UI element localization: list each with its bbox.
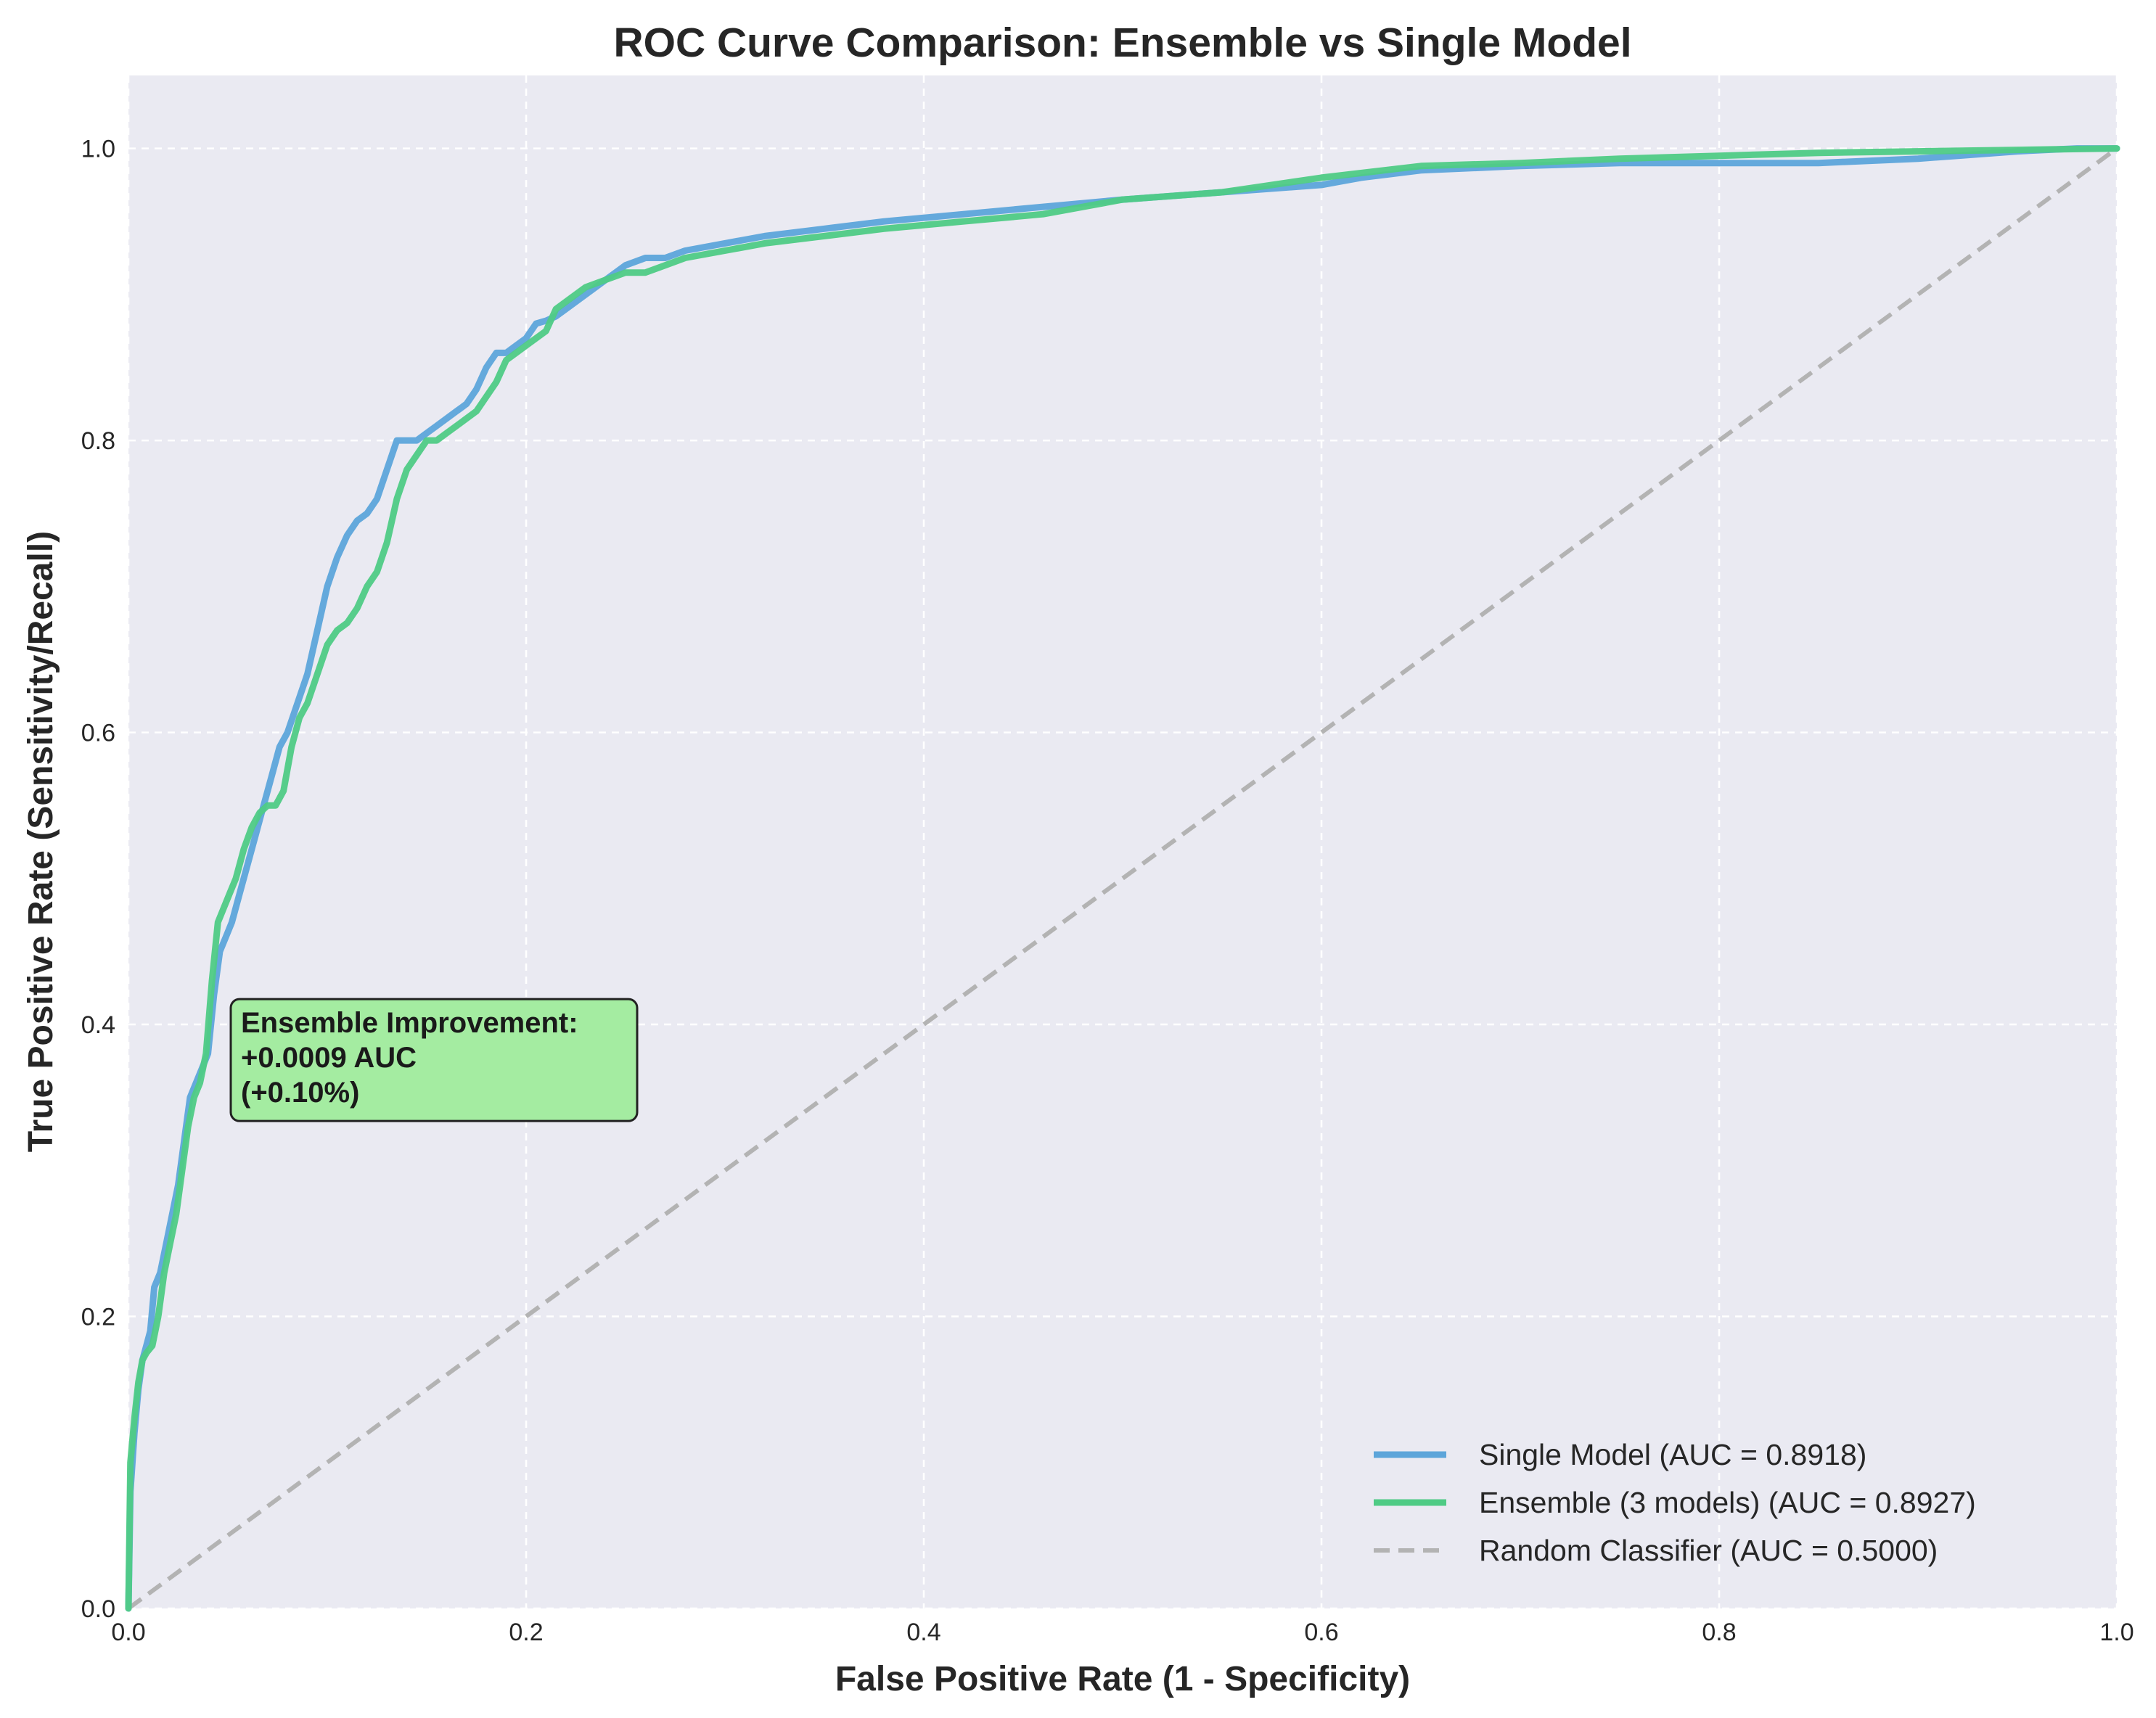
- annotation-line: Ensemble Improvement:: [241, 1007, 578, 1039]
- legend-label: Random Classifier (AUC = 0.5000): [1479, 1534, 1938, 1567]
- annotation-line: (+0.10%): [241, 1077, 359, 1109]
- y-tick-label: 0.0: [81, 1595, 115, 1623]
- y-tick-label: 0.8: [81, 427, 115, 455]
- plot-area: [128, 75, 2117, 1608]
- chart-title: ROC Curve Comparison: Ensemble vs Single…: [613, 20, 1631, 66]
- y-tick-label: 0.2: [81, 1304, 115, 1331]
- y-tick-label: 0.4: [81, 1011, 115, 1039]
- annotation-box: [229, 998, 639, 1122]
- y-tick-label: 0.6: [81, 720, 115, 747]
- series-line-0: [125, 145, 2120, 1612]
- x-axis-label: False Positive Rate (1 - Specificity): [835, 1660, 1410, 1698]
- annotation-line: +0.0009 AUC: [241, 1042, 417, 1074]
- x-tick-label: 0.4: [906, 1619, 940, 1646]
- legend-label: Ensemble (3 models) (AUC = 0.8927): [1479, 1486, 1976, 1519]
- improvement-annotation: Ensemble Improvement:+0.0009 AUC(+0.10%): [229, 998, 639, 1122]
- x-tick-label: 1.0: [2099, 1619, 2134, 1646]
- series-line-1: [125, 145, 2120, 1612]
- series-lines: [125, 145, 2120, 1612]
- y-tick-label: 1.0: [81, 136, 115, 163]
- x-tick-label: 0.8: [1702, 1619, 1736, 1646]
- y-axis-label: True Positive Rate (Sensitivity/Recall): [22, 531, 60, 1152]
- series-line-2: [127, 147, 2118, 1611]
- x-tick-label: 0.2: [509, 1619, 543, 1646]
- x-tick-label: 0.6: [1304, 1619, 1338, 1646]
- tick-labels: 0.0 0.2 0.4 0.6 0.8 1.0 0.0 0.2 0.4 0.6 0.8 1.0: [81, 136, 2134, 1646]
- legend: Single Model (AUC = 0.8918) Ensemble (3 m…: [1374, 1438, 1976, 1567]
- legend-label: Single Model (AUC = 0.8918): [1479, 1438, 1866, 1471]
- x-tick-label: 0.0: [111, 1619, 145, 1646]
